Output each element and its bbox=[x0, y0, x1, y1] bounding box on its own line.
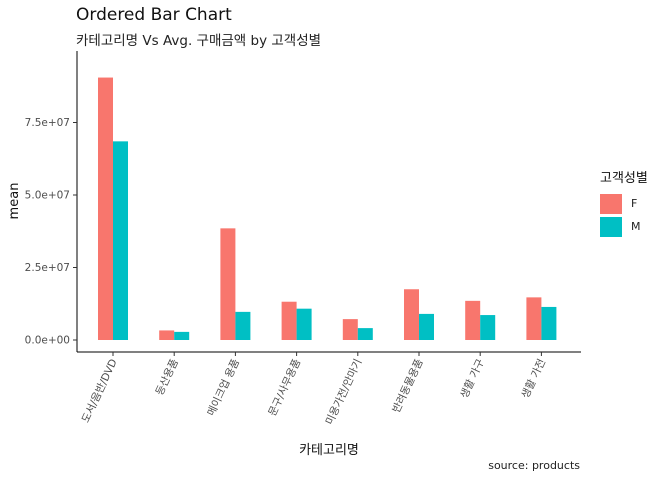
x-tick-label: 등산용품 bbox=[154, 357, 181, 397]
legend-key-m bbox=[600, 216, 622, 237]
bar-f-5 bbox=[404, 289, 419, 340]
x-tick-label: 메이크업 용품 bbox=[204, 356, 242, 417]
y-tick-label: 5.0e+07 bbox=[25, 190, 70, 202]
y-ticks-group: 0.0e+00 2.5e+07 5.0e+07 7.5e+07 bbox=[25, 117, 77, 347]
bar-m-6 bbox=[480, 315, 496, 340]
y-tick-label: 7.5e+07 bbox=[25, 117, 70, 129]
x-tick-label: 반려동물용품 bbox=[390, 357, 426, 415]
bar-f-3 bbox=[281, 301, 297, 340]
x-tick-label: 도서/음반/DVD bbox=[80, 357, 120, 425]
bars-group bbox=[98, 77, 557, 341]
legend: 고객성별 F M bbox=[600, 167, 648, 238]
legend-label-f: F bbox=[631, 197, 638, 210]
legend-title: 고객성별 bbox=[600, 171, 648, 186]
bar-m-1 bbox=[174, 331, 190, 340]
bar-f-7 bbox=[526, 297, 542, 340]
x-tick-label: 미용가전/안마기 bbox=[324, 357, 365, 427]
bar-f-4 bbox=[342, 319, 358, 340]
bar-f-1 bbox=[159, 330, 175, 340]
y-axis-title: mean bbox=[7, 183, 22, 220]
legend-label-m: M bbox=[631, 220, 641, 233]
x-tick-label: 생활 가전 bbox=[519, 357, 549, 401]
y-tick-label: 0.0e+00 bbox=[25, 335, 70, 347]
legend-item-m: M bbox=[600, 215, 648, 238]
x-axis-title: 카테고리명 bbox=[299, 443, 359, 458]
bar-m-4 bbox=[357, 328, 373, 340]
bar-f-2 bbox=[220, 228, 236, 340]
bar-m-3 bbox=[296, 308, 312, 340]
bar-m-5 bbox=[419, 313, 434, 340]
chart-caption: source: products bbox=[488, 459, 580, 472]
bar-f-6 bbox=[465, 300, 481, 340]
bar-m-7 bbox=[541, 306, 557, 340]
x-tick-label: 생활 가구 bbox=[457, 356, 487, 400]
x-ticks-group: 도서/음반/DVD 등산용품 메이크업 용품 문구/사무용품 미용가전/안마기 반려동물용… bbox=[80, 352, 548, 427]
bar-m-2 bbox=[235, 311, 251, 340]
chart-title: Ordered Bar Chart bbox=[76, 5, 232, 25]
bar-f-0 bbox=[98, 77, 113, 341]
legend-key-f bbox=[600, 193, 622, 214]
y-tick-label: 2.5e+07 bbox=[25, 262, 70, 274]
legend-item-f: F bbox=[600, 192, 648, 215]
x-tick-label: 문구/사무용품 bbox=[266, 357, 303, 418]
bar-m-0 bbox=[113, 141, 128, 340]
chart-subtitle: 카테고리명 Vs Avg. 구매금액 by 고객성별 bbox=[76, 33, 322, 49]
